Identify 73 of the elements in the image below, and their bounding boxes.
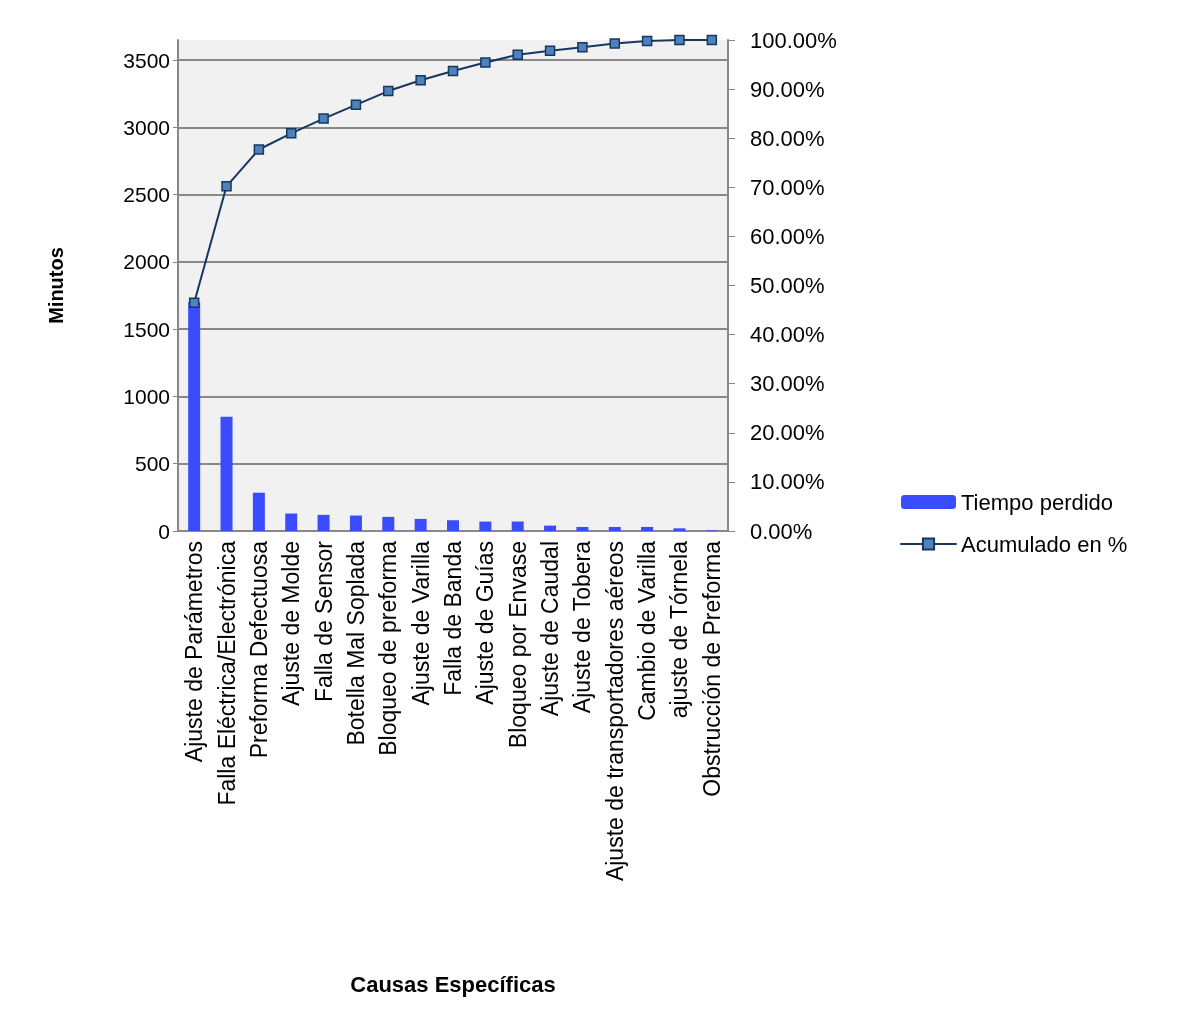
x-tick-label: Falla de Sensor bbox=[310, 540, 337, 703]
y2-tick-label: 20.00% bbox=[750, 420, 825, 446]
y2-tick-label: 80.00% bbox=[750, 125, 825, 151]
x-tick-label: ajuste de Tórnela bbox=[666, 540, 693, 719]
x-tick-label: Ajuste de Molde bbox=[278, 541, 305, 706]
point bbox=[253, 144, 265, 155]
x-tick-label: Falla Eléctrica/Electrónica bbox=[213, 540, 240, 806]
y-tick-label: 3000 bbox=[123, 115, 170, 139]
bar bbox=[349, 515, 362, 531]
y2-tick-label: 30.00% bbox=[750, 371, 825, 397]
x-tick-label: Botella Mal Soplada bbox=[342, 540, 369, 746]
point bbox=[480, 57, 491, 68]
point bbox=[188, 297, 200, 308]
point bbox=[674, 34, 685, 46]
bar bbox=[673, 528, 686, 531]
x-tick-label: Ajuste de Guías bbox=[472, 541, 499, 705]
x-tick-label: Ajuste de Parámetros bbox=[181, 541, 208, 763]
y-tick-label: 1500 bbox=[123, 317, 170, 341]
bar bbox=[576, 526, 589, 531]
x-tick-label: Cambio de Varilla bbox=[634, 540, 661, 721]
bar bbox=[544, 525, 557, 531]
bar bbox=[511, 521, 524, 531]
x-axis-title: Causas Específicas bbox=[350, 971, 556, 997]
y2-tick-label: 0.00% bbox=[750, 518, 813, 544]
x-tick-label: Ajuste de Caudal bbox=[537, 541, 564, 717]
point bbox=[609, 38, 621, 49]
x-tick-label: Bloqueo por Envase bbox=[504, 541, 531, 749]
y2-tick-label: 40.00% bbox=[750, 322, 825, 348]
point bbox=[577, 42, 588, 53]
point bbox=[383, 85, 394, 97]
x-tick-label: Falla de Banda bbox=[440, 540, 466, 696]
bar bbox=[317, 514, 330, 531]
y2-tick-label: 70.00% bbox=[750, 174, 825, 200]
x-tick-label: Ajuste de Tobera bbox=[569, 540, 596, 714]
point bbox=[415, 75, 426, 86]
x-tick-label: Ajuste de transportadores aéreos bbox=[601, 541, 628, 882]
bar bbox=[252, 492, 265, 531]
point bbox=[641, 35, 653, 47]
y-tick-label: 500 bbox=[134, 452, 170, 476]
x-tick-label: Obstrucción de Preforma bbox=[698, 540, 725, 797]
point bbox=[706, 34, 718, 46]
bar bbox=[641, 526, 654, 531]
bar bbox=[220, 416, 233, 531]
point bbox=[512, 49, 523, 60]
point bbox=[318, 113, 329, 124]
y-tick-label: 2500 bbox=[123, 183, 170, 207]
bar bbox=[188, 302, 201, 531]
point bbox=[447, 65, 459, 77]
bar bbox=[382, 516, 395, 531]
bar bbox=[608, 526, 621, 531]
x-tick-label: Ajuste de Varilla bbox=[407, 540, 434, 706]
bar bbox=[447, 520, 459, 531]
x-tick-label: Preforma Defectuosa bbox=[245, 540, 272, 759]
y2-tick-label: 50.00% bbox=[750, 273, 825, 298]
y2-tick-label: 60.00% bbox=[750, 223, 825, 249]
y-tick-label: 3500 bbox=[123, 48, 170, 72]
bar bbox=[285, 513, 298, 531]
bar bbox=[414, 518, 427, 531]
point bbox=[221, 181, 232, 192]
y2-tick-label: 10.00% bbox=[750, 469, 825, 495]
point bbox=[544, 45, 556, 57]
legend-label: Acumulado en % bbox=[961, 531, 1128, 557]
point bbox=[350, 99, 362, 111]
point bbox=[285, 128, 297, 139]
bar bbox=[479, 521, 492, 531]
y-tick-label: 1000 bbox=[123, 384, 170, 408]
y-axis-title: Minutos bbox=[45, 247, 67, 324]
y-tick-label: 0 bbox=[158, 519, 170, 543]
legend-label: Tiempo perdido bbox=[961, 489, 1114, 515]
x-tick-label: Bloqueo de preforma bbox=[375, 540, 402, 756]
y-tick-label: 2000 bbox=[123, 250, 170, 274]
y2-tick-label: 100.00% bbox=[750, 27, 837, 53]
y2-tick-label: 90.00% bbox=[750, 76, 825, 102]
